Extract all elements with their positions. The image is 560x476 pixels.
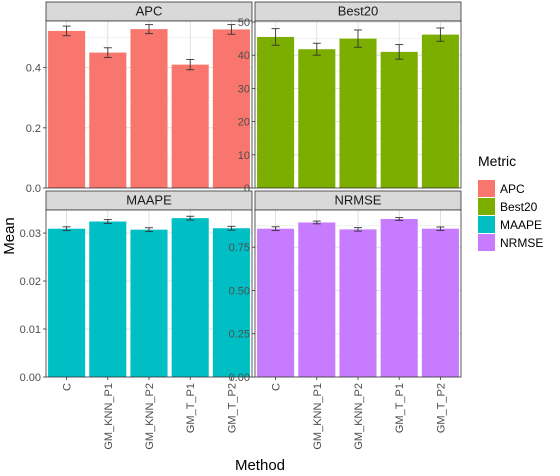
legend-key-maape	[478, 216, 495, 233]
facet-apc: APC 0.0 0.2 0.4	[26, 1, 253, 195]
bar-maape-c	[48, 228, 86, 377]
y-tick-label: 0.01	[20, 324, 41, 336]
x-tick-label-gm-t-p1: GM_T_P1	[185, 383, 197, 433]
bar-nrmse-gm-t-p2	[421, 228, 459, 377]
bar-maape-gm-t-p1	[171, 218, 209, 377]
y-tick-label: 30	[238, 83, 250, 95]
y-tick-label: 0.2	[26, 123, 41, 135]
bar-apc-gm-knn-p1	[89, 52, 127, 189]
error-bar-apc-gm-knn-p1	[103, 47, 112, 58]
y-tick-label: 20	[238, 117, 250, 129]
error-bar-maape-gm-t-p1	[186, 215, 195, 221]
legend: Metric APC Best20 MAAPE NRMSE	[478, 153, 543, 251]
y-tick-label: 0.03	[20, 228, 41, 240]
error-bar-maape-gm-knn-p1	[103, 219, 112, 224]
y-tick-label: 0.00	[229, 372, 250, 384]
facet-strip-label-maape: MAAPE	[126, 193, 172, 208]
bar-apc-gm-t-p1	[171, 64, 209, 188]
legend-label-apc: APC	[500, 182, 525, 196]
y-tick-label: 0.4	[26, 63, 41, 75]
x-axis-title: Method	[235, 457, 285, 474]
bar-nrmse-gm-knn-p2	[339, 229, 377, 377]
error-bar-best20-c	[271, 28, 280, 46]
error-bar-nrmse-gm-t-p1	[395, 217, 404, 221]
y-axis-title: Mean	[1, 217, 18, 255]
y-tick-label: 0.00	[20, 372, 41, 384]
error-bar-nrmse-gm-t-p2	[436, 226, 445, 231]
error-bar-nrmse-c	[271, 226, 280, 232]
y-tick-label: 0.25	[229, 329, 250, 341]
error-bar-maape-gm-t-p2	[227, 225, 236, 231]
y-tick-label: 0.75	[229, 242, 250, 254]
error-bar-apc-c	[62, 25, 71, 37]
error-bar-apc-gm-t-p1	[186, 59, 195, 71]
y-tick-label: 0.0	[26, 183, 41, 195]
legend-key-nrmse	[478, 234, 495, 251]
legend-label-nrmse: NRMSE	[500, 236, 543, 250]
panel-border-best20	[254, 20, 462, 189]
y-tick-label: 40	[238, 50, 250, 62]
error-bar-best20-gm-t-p2	[436, 27, 445, 42]
x-tick-label-gm-t-p2: GM_T_P2	[435, 383, 447, 433]
y-tick-label: 10	[238, 150, 250, 162]
facet-strip-label-nrmse: NRMSE	[335, 193, 382, 208]
x-tick-label-gm-knn-p1: GM_KNN_P1	[312, 383, 324, 450]
bar-nrmse-gm-knn-p1	[298, 222, 336, 377]
x-tick-label-c: C	[62, 383, 74, 391]
x-tick-label-gm-knn-p2: GM_KNN_P2	[353, 383, 365, 450]
error-bar-best20-gm-t-p1	[395, 44, 404, 60]
y-tick-label: 0	[244, 183, 250, 195]
facet-strip-label-best20: Best20	[338, 4, 378, 19]
facet-strip-label-apc: APC	[136, 4, 163, 19]
x-tick-labels: C GM_KNN_P1 GM_KNN_P2 GM_T_P1 GM_T_P2 C GM_KNN…	[62, 377, 447, 450]
panel-border-apc	[45, 20, 253, 189]
facet-maape: MAAPE 0.00 0.01 0.02 0.03	[20, 190, 253, 384]
x-tick-label-gm-knn-p1: GM_KNN_P1	[103, 383, 115, 450]
bar-best20-gm-knn-p1	[298, 49, 336, 189]
y-tick-label: 0.02	[20, 276, 41, 288]
x-tick-label-gm-t-p2: GM_T_P2	[226, 383, 238, 433]
bar-maape-gm-knn-p2	[130, 229, 168, 377]
legend-title: Metric	[478, 153, 516, 169]
error-bar-apc-gm-t-p2	[227, 24, 236, 35]
legend-label-maape: MAAPE	[500, 218, 542, 232]
legend-label-best20: Best20	[500, 200, 538, 214]
x-tick-label-gm-knn-p2: GM_KNN_P2	[144, 383, 156, 450]
bar-apc-c	[48, 30, 86, 188]
facet-best20: Best20 0 10 20 30 40 50	[238, 1, 462, 195]
x-tick-label-gm-t-p1: GM_T_P1	[394, 383, 406, 433]
bar-maape-gm-knn-p1	[89, 221, 127, 377]
bar-best20-gm-t-p2	[421, 34, 459, 188]
error-bar-best20-gm-knn-p1	[312, 42, 321, 56]
error-bar-best20-gm-knn-p2	[354, 29, 362, 48]
x-tick-label-c: C	[271, 383, 283, 391]
bar-best20-gm-knn-p2	[339, 38, 377, 188]
error-bar-maape-gm-knn-p2	[145, 227, 153, 233]
bar-apc-gm-t-p2	[212, 29, 250, 188]
bar-nrmse-c	[257, 228, 295, 377]
legend-key-apc	[478, 180, 495, 197]
legend-key-best20	[478, 198, 495, 215]
y-tick-label: 0.50	[229, 285, 250, 297]
bar-maape-gm-t-p2	[212, 228, 250, 377]
facet-panels: APC 0.0 0.2 0.4 Best20 0 10 20 30 40 50 MAAPE 0.00 0.…	[20, 1, 462, 384]
facet-nrmse: NRMSE 0.00 0.25 0.50 0.75	[229, 190, 462, 384]
bar-apc-gm-knn-p2	[130, 29, 168, 188]
bar-nrmse-gm-t-p1	[380, 218, 418, 377]
error-bar-nrmse-gm-knn-p1	[312, 220, 321, 225]
y-tick-label: 50	[238, 17, 250, 29]
error-bar-nrmse-gm-knn-p2	[354, 227, 362, 232]
bar-best20-gm-t-p1	[380, 51, 418, 188]
error-bar-maape-c	[62, 226, 71, 232]
bar-best20-c	[257, 36, 295, 188]
error-bar-apc-gm-knn-p2	[145, 24, 153, 35]
